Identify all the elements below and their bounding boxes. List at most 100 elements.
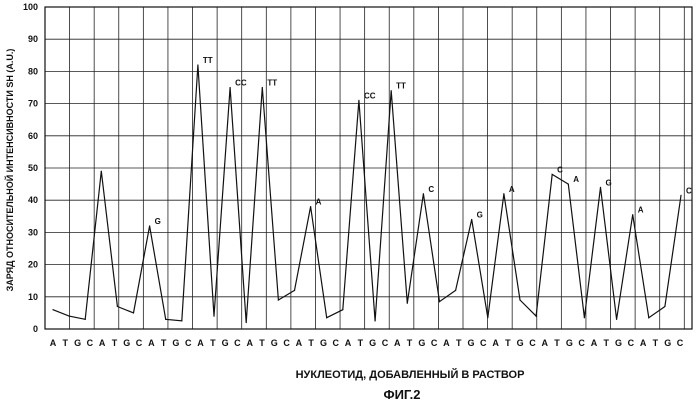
data-point (519, 299, 520, 300)
x-tick-label: T (259, 338, 265, 348)
data-point (439, 301, 440, 302)
y-tick-label: 30 (28, 227, 38, 237)
y-tick-label: 20 (28, 260, 38, 270)
y-tick-label: 70 (28, 99, 38, 109)
data-point (374, 320, 375, 321)
annotation-label: TT (396, 82, 406, 91)
x-tick-label: C (136, 338, 143, 348)
x-tick-label: A (640, 338, 647, 348)
y-tick-label: 10 (28, 292, 38, 302)
y-tick-label: 40 (28, 195, 38, 205)
data-point (616, 319, 617, 320)
y-tick-labels: 0102030405060708090100 (23, 2, 38, 334)
y-tick-label: 50 (28, 163, 38, 173)
x-tick-label: T (358, 338, 364, 348)
x-tick-label: C (578, 338, 585, 348)
annotation-label: G (605, 178, 611, 187)
annotation-label: C (686, 186, 692, 195)
figure-caption: ФИГ.2 (383, 387, 420, 402)
x-tick-label: A (591, 338, 598, 348)
x-tick-label: C (677, 338, 684, 348)
data-point (117, 306, 118, 307)
x-tick-label: A (197, 338, 204, 348)
x-tick-label: T (456, 338, 462, 348)
annotation-label: TT (267, 79, 277, 88)
annotation-label: CC (364, 91, 376, 100)
annotation-label: C (428, 185, 434, 194)
x-tick-label: G (566, 338, 573, 348)
data-point (648, 317, 649, 318)
data-point (584, 317, 585, 318)
x-tick-label: G (222, 338, 229, 348)
x-tick-label: A (148, 338, 155, 348)
data-point (197, 64, 198, 65)
x-tick-label: C (529, 338, 536, 348)
x-tick-label: T (653, 338, 659, 348)
x-tick-label: C (333, 338, 340, 348)
x-tick-label: C (234, 338, 241, 348)
x-tick-label: G (615, 338, 622, 348)
x-tick-label: A (99, 338, 106, 348)
y-tick-label: 80 (28, 66, 38, 76)
data-point (294, 290, 295, 291)
annotation-label: A (509, 185, 515, 194)
data-point (278, 299, 279, 300)
annotation-label: A (573, 175, 579, 184)
annotation-label: A (316, 198, 322, 207)
x-tick-label: T (112, 338, 118, 348)
data-point (600, 187, 601, 188)
data-point (133, 312, 134, 313)
y-axis-label: ЗАРЯД ОТНОСИТЕЛЬНОЙ ИНТЕНСИВНОСТИ SH (A.… (4, 49, 15, 292)
data-point (568, 184, 569, 185)
data-point (391, 90, 392, 91)
x-tick-label: T (505, 338, 511, 348)
x-tick-label: C (87, 338, 94, 348)
data-point (664, 306, 665, 307)
x-tick-label: C (185, 338, 192, 348)
data-point (52, 309, 53, 310)
data-point (407, 303, 408, 304)
annotation-label: A (638, 206, 644, 215)
annotation-label: G (477, 211, 483, 220)
data-point (423, 193, 424, 194)
x-tick-label: G (467, 338, 474, 348)
data-point (69, 316, 70, 317)
x-tick-label: G (418, 338, 425, 348)
x-tick-label: G (123, 338, 130, 348)
data-point (310, 206, 311, 207)
data-point (262, 87, 263, 88)
data-point (455, 290, 456, 291)
x-tick-label: T (308, 338, 314, 348)
x-tick-label: G (369, 338, 376, 348)
x-tick-label: A (443, 338, 450, 348)
x-tick-label: G (517, 338, 524, 348)
x-axis-label: НУКЛЕОТИД, ДОБАВЛЕННЫЙ В РАСТВОР (296, 368, 525, 381)
x-tick-label: T (161, 338, 167, 348)
data-point (471, 219, 472, 220)
x-tick-label: A (345, 338, 352, 348)
x-tick-label: C (480, 338, 487, 348)
x-tick-label: A (296, 338, 303, 348)
x-tick-labels: ATGCATGCATGCATGCATGCATGCATGCATGCATGCATGC… (50, 338, 684, 348)
y-tick-label: 60 (28, 131, 38, 141)
annotation-label: TT (203, 56, 213, 65)
x-tick-label: T (407, 338, 413, 348)
x-tick-label: T (63, 338, 69, 348)
y-tick-label: 90 (28, 34, 38, 44)
x-tick-label: A (542, 338, 549, 348)
x-tick-label: C (431, 338, 438, 348)
data-point (632, 214, 633, 215)
series-line (52, 64, 681, 323)
annotation-label: C (557, 165, 563, 174)
data-point (149, 225, 150, 226)
data-point (101, 171, 102, 172)
annotation-label: CC (235, 79, 247, 88)
x-tick-label: C (628, 338, 635, 348)
x-tick-label: A (492, 338, 499, 348)
data-point (165, 319, 166, 320)
data-point (535, 316, 536, 317)
x-tick-label: G (320, 338, 327, 348)
x-tick-label: T (554, 338, 560, 348)
x-tick-label: A (394, 338, 401, 348)
